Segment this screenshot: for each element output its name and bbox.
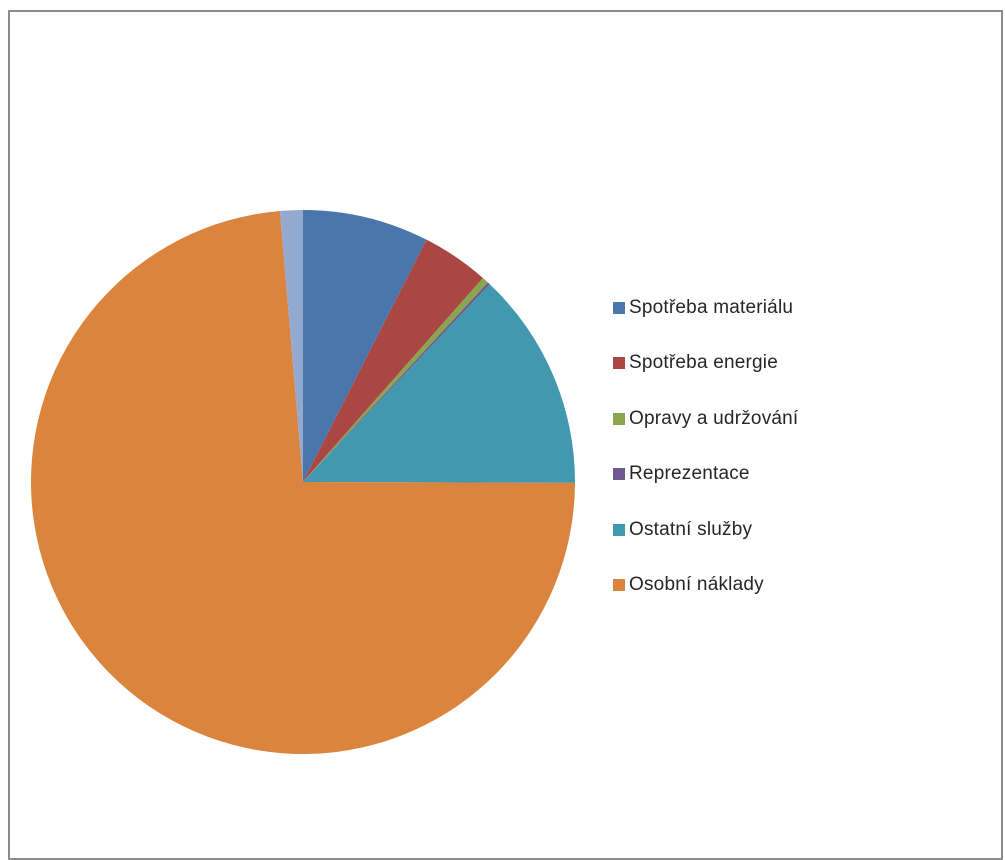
pie-chart: [31, 210, 576, 755]
legend-item: Osobní náklady: [613, 558, 798, 614]
legend-label: Reprezentace: [629, 463, 750, 485]
legend-label: Spotřeba energie: [629, 352, 778, 374]
legend-item: Ostatní služby: [613, 502, 798, 558]
legend-swatch: [613, 579, 625, 592]
pie-slice-1: [303, 210, 427, 482]
legend-label: Osobní náklady: [629, 574, 764, 596]
legend-swatch: [613, 468, 625, 481]
legend-swatch: [613, 412, 625, 425]
pie-slice-7: [279, 210, 303, 482]
pie-slice-6: [31, 210, 575, 755]
legend-item: Spotřeba materiálu: [613, 280, 798, 336]
chart-legend: Spotřeba materiálu Spotřeba energie Opravy…: [613, 280, 798, 613]
legend-item: Spotřeba energie: [613, 336, 798, 392]
legend-label: Spotřeba materiálu: [629, 296, 794, 318]
pie-slice-2: [303, 239, 483, 482]
legend-item: Opravy a udržování: [613, 391, 798, 447]
legend-label: Ostatní služby: [629, 518, 753, 540]
pie-slice-3: [303, 277, 488, 482]
legend-swatch: [613, 523, 625, 536]
legend-item: Reprezentace: [613, 447, 798, 503]
legend-label: Opravy a udržování: [629, 407, 799, 429]
legend-swatch: [613, 357, 625, 370]
legend-swatch: [613, 301, 625, 314]
pie-slice-4: [303, 282, 490, 482]
chart-frame: Spotřeba materiálu Spotřeba energie Opravy…: [8, 10, 1003, 860]
pie-slice-5: [303, 284, 576, 483]
